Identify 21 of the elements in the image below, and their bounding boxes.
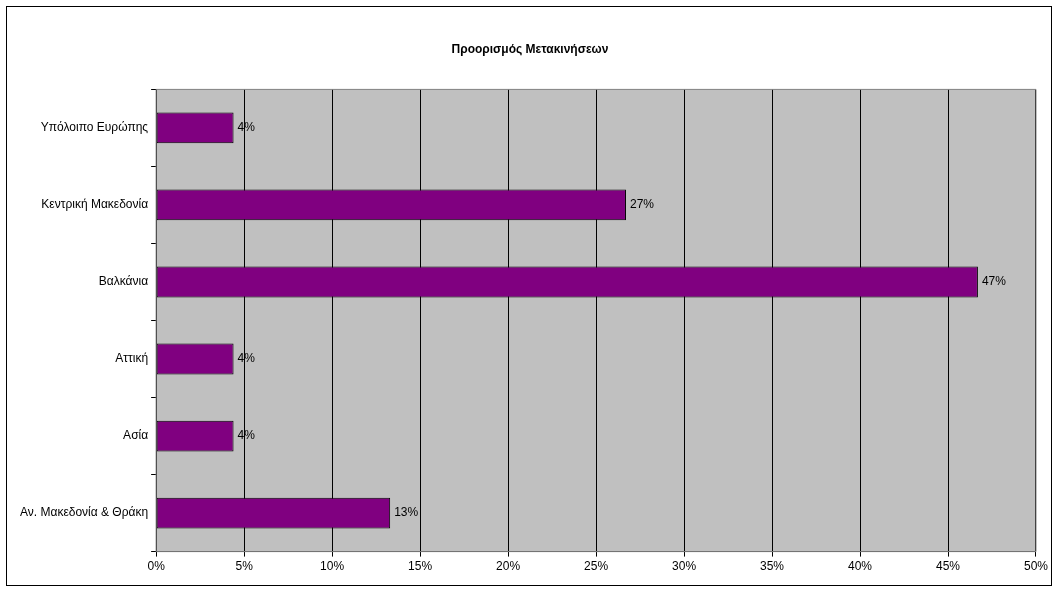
y-tick-label: Αττική (115, 351, 149, 366)
x-tick-label: 30% (672, 559, 697, 574)
y-tick-label: Κεντρική Μακεδονία (41, 197, 149, 212)
chart-title: Προορισμός Μετακινήσεων (451, 41, 609, 56)
x-tick-label: 5% (235, 559, 254, 574)
x-tick-label: 40% (848, 559, 873, 574)
x-tick-label: 0% (147, 559, 166, 574)
y-tick-label: Αν. Μακεδονία & Θράκη (20, 505, 149, 520)
y-tick-label: Υπόλοιπο Ευρώπης (40, 120, 149, 135)
data-label: 13% (394, 505, 419, 520)
y-tick-label: Βαλκάνια (98, 274, 149, 289)
x-tick-label: 25% (584, 559, 609, 574)
x-tick-label: 15% (408, 559, 433, 574)
data-label: 27% (629, 197, 655, 212)
x-tick-label: 20% (496, 559, 521, 574)
x-tick-label: 50% (1023, 559, 1049, 574)
y-tick-label: Ασία (123, 428, 149, 443)
x-tick-label: 10% (320, 559, 345, 574)
data-label: 47% (981, 274, 1007, 289)
x-tick-label: 35% (760, 559, 785, 574)
x-tick-label: 45% (935, 559, 961, 574)
